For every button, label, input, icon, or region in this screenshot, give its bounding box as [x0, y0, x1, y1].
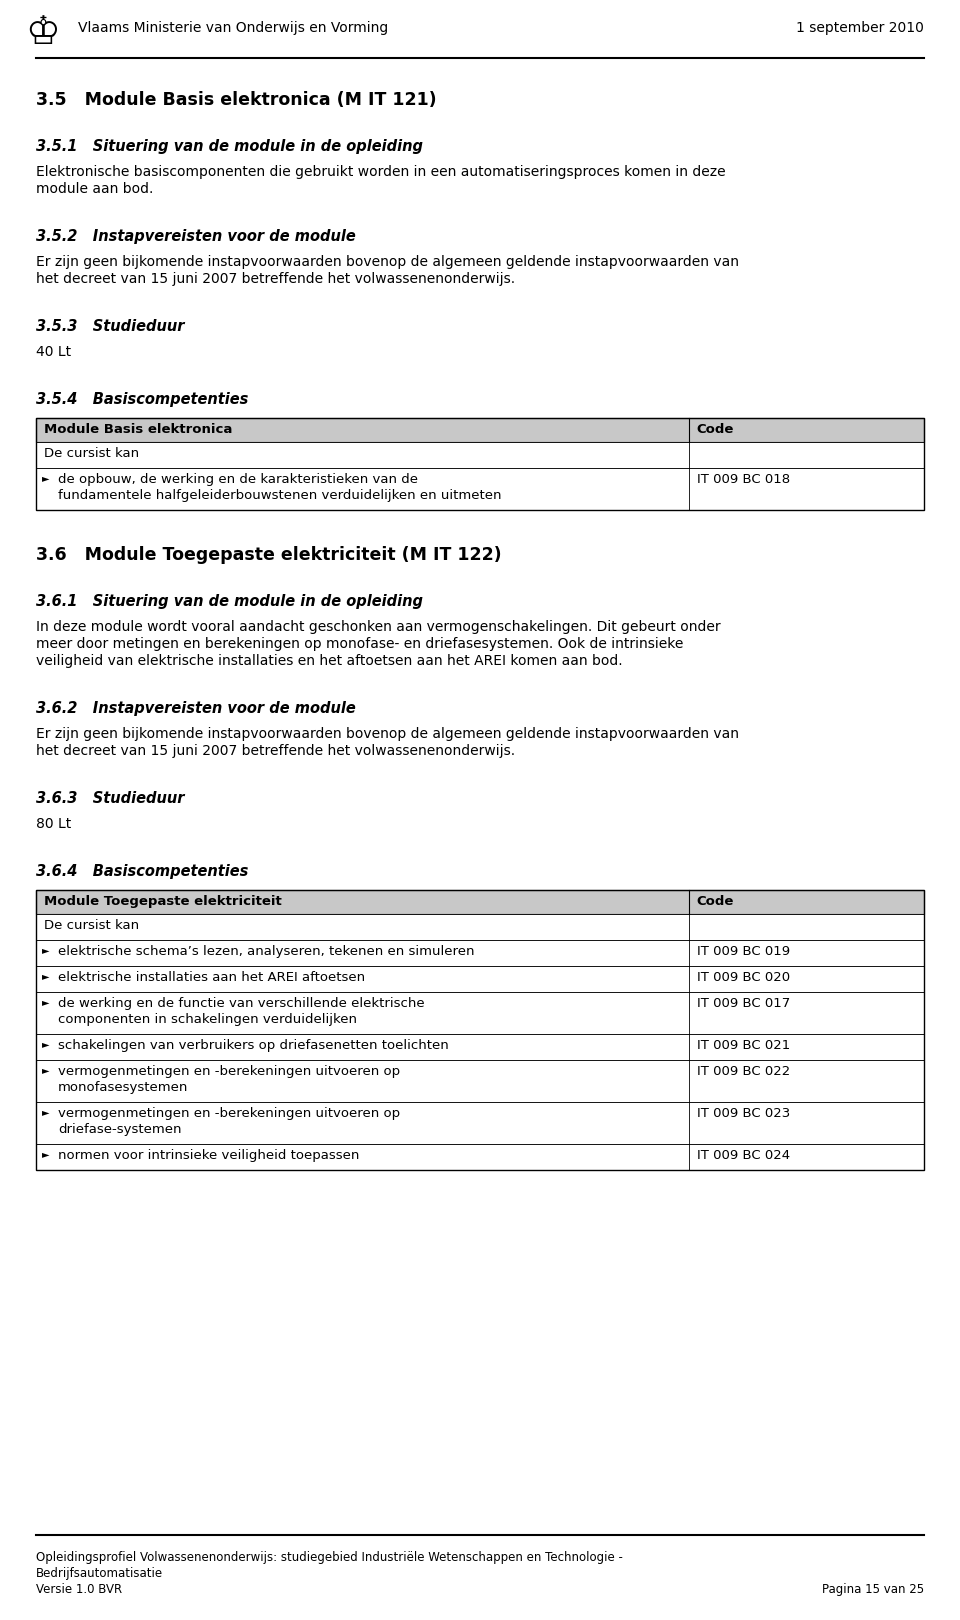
Text: ►: ► — [42, 1106, 50, 1118]
Text: ►: ► — [42, 996, 50, 1008]
Text: IT 009 BC 021: IT 009 BC 021 — [697, 1038, 790, 1051]
Text: ►: ► — [42, 473, 50, 483]
Text: schakelingen van verbruikers op driefasenetten toelichten: schakelingen van verbruikers op driefase… — [58, 1038, 448, 1051]
Text: het decreet van 15 juni 2007 betreffende het volwassenenonderwijs.: het decreet van 15 juni 2007 betreffende… — [36, 744, 516, 758]
Bar — [36, 418, 924, 442]
Text: 3.6.3   Studieduur: 3.6.3 Studieduur — [36, 791, 184, 807]
Text: IT 009 BC 018: IT 009 BC 018 — [697, 473, 790, 486]
Bar — [36, 1034, 924, 1059]
Text: de opbouw, de werking en de karakteristieken van de: de opbouw, de werking en de karakteristi… — [58, 473, 418, 486]
Bar — [36, 1059, 924, 1102]
Text: vermogenmetingen en -berekeningen uitvoeren op: vermogenmetingen en -berekeningen uitvoe… — [58, 1064, 400, 1077]
Text: IT 009 BC 023: IT 009 BC 023 — [697, 1106, 790, 1119]
Text: 3.5   Module Basis elektronica (M IT 121): 3.5 Module Basis elektronica (M IT 121) — [36, 91, 437, 109]
Bar — [36, 1102, 924, 1144]
Text: normen voor intrinsieke veiligheid toepassen: normen voor intrinsieke veiligheid toepa… — [58, 1149, 359, 1162]
Text: Opleidingsprofiel Volwassenenonderwijs: studiegebied Industriële Wetenschappen e: Opleidingsprofiel Volwassenenonderwijs: … — [36, 1550, 623, 1563]
Bar — [36, 418, 924, 510]
Text: elektrische installaties aan het AREI aftoetsen: elektrische installaties aan het AREI af… — [58, 970, 365, 983]
Bar — [36, 940, 924, 966]
Text: de werking en de functie van verschillende elektrische: de werking en de functie van verschillen… — [58, 996, 424, 1009]
Text: De cursist kan: De cursist kan — [44, 447, 139, 460]
Text: 40 Lt: 40 Lt — [36, 345, 71, 360]
Text: Module Basis elektronica: Module Basis elektronica — [44, 423, 232, 436]
Bar — [36, 914, 924, 940]
Text: het decreet van 15 juni 2007 betreffende het volwassenenonderwijs.: het decreet van 15 juni 2007 betreffende… — [36, 272, 516, 287]
Text: ►: ► — [42, 1149, 50, 1158]
Text: Elektronische basiscomponenten die gebruikt worden in een automatiseringsproces : Elektronische basiscomponenten die gebru… — [36, 165, 726, 178]
Bar — [36, 991, 924, 1034]
Text: ►: ► — [42, 1038, 50, 1050]
Text: fundamentele halfgeleiderbouwstenen verduidelijken en uitmeten: fundamentele halfgeleiderbouwstenen verd… — [58, 489, 501, 502]
Text: 3.5.4   Basiscompetenties: 3.5.4 Basiscompetenties — [36, 392, 249, 407]
Text: Bedrijfsautomatisatie: Bedrijfsautomatisatie — [36, 1567, 163, 1580]
Bar — [36, 442, 924, 468]
Text: In deze module wordt vooral aandacht geschonken aan vermogenschakelingen. Dit ge: In deze module wordt vooral aandacht ges… — [36, 620, 721, 633]
Text: Er zijn geen bijkomende instapvoorwaarden bovenop de algemeen geldende instapvoo: Er zijn geen bijkomende instapvoorwaarde… — [36, 727, 739, 740]
Text: Vlaams Ministerie van Onderwijs en Vorming: Vlaams Ministerie van Onderwijs en Vormi… — [78, 21, 388, 36]
Text: monofasesystemen: monofasesystemen — [58, 1081, 188, 1094]
Text: IT 009 BC 017: IT 009 BC 017 — [697, 996, 790, 1009]
Text: elektrische schema’s lezen, analyseren, tekenen en simuleren: elektrische schema’s lezen, analyseren, … — [58, 944, 474, 957]
Text: 3.5.1   Situering van de module in de opleiding: 3.5.1 Situering van de module in de ople… — [36, 139, 423, 154]
Text: Code: Code — [697, 894, 734, 907]
Text: 3.6   Module Toegepaste elektriciteit (M IT 122): 3.6 Module Toegepaste elektriciteit (M I… — [36, 546, 502, 564]
Text: 3.6.4   Basiscompetenties: 3.6.4 Basiscompetenties — [36, 863, 249, 880]
Bar — [18, 8, 68, 58]
Text: ►: ► — [42, 970, 50, 982]
Text: Er zijn geen bijkomende instapvoorwaarden bovenop de algemeen geldende instapvoo: Er zijn geen bijkomende instapvoorwaarde… — [36, 254, 739, 269]
Text: driefase-systemen: driefase-systemen — [58, 1123, 181, 1136]
Text: componenten in schakelingen verduidelijken: componenten in schakelingen verduidelijk… — [58, 1012, 357, 1025]
Text: module aan bod.: module aan bod. — [36, 181, 154, 196]
Text: Module Toegepaste elektriciteit: Module Toegepaste elektriciteit — [44, 894, 281, 907]
Text: IT 009 BC 020: IT 009 BC 020 — [697, 970, 790, 983]
Bar — [36, 889, 924, 914]
Text: 3.6.2   Instapvereisten voor de module: 3.6.2 Instapvereisten voor de module — [36, 701, 356, 716]
Text: ♔: ♔ — [26, 15, 60, 52]
Text: 1 september 2010: 1 september 2010 — [796, 21, 924, 36]
Text: 80 Lt: 80 Lt — [36, 816, 71, 831]
Bar — [36, 1144, 924, 1170]
Text: IT 009 BC 024: IT 009 BC 024 — [697, 1149, 790, 1162]
Text: 3.5.2   Instapvereisten voor de module: 3.5.2 Instapvereisten voor de module — [36, 228, 356, 245]
Text: veiligheid van elektrische installaties en het aftoetsen aan het AREI komen aan : veiligheid van elektrische installaties … — [36, 654, 623, 667]
Bar — [36, 889, 924, 1170]
Text: vermogenmetingen en -berekeningen uitvoeren op: vermogenmetingen en -berekeningen uitvoe… — [58, 1106, 400, 1119]
Text: IT 009 BC 019: IT 009 BC 019 — [697, 944, 790, 957]
Text: Pagina 15 van 25: Pagina 15 van 25 — [822, 1583, 924, 1596]
Text: 3.5.3   Studieduur: 3.5.3 Studieduur — [36, 319, 184, 334]
Text: IT 009 BC 022: IT 009 BC 022 — [697, 1064, 790, 1077]
Text: meer door metingen en berekeningen op monofase- en driefasesystemen. Ook de intr: meer door metingen en berekeningen op mo… — [36, 637, 684, 651]
Text: De cursist kan: De cursist kan — [44, 919, 139, 932]
Bar — [36, 966, 924, 991]
Text: ►: ► — [42, 944, 50, 956]
Text: 3.6.1   Situering van de module in de opleiding: 3.6.1 Situering van de module in de ople… — [36, 595, 423, 609]
Text: ►: ► — [42, 1064, 50, 1076]
Text: Code: Code — [697, 423, 734, 436]
Text: Versie 1.0 BVR: Versie 1.0 BVR — [36, 1583, 122, 1596]
Bar — [36, 468, 924, 510]
